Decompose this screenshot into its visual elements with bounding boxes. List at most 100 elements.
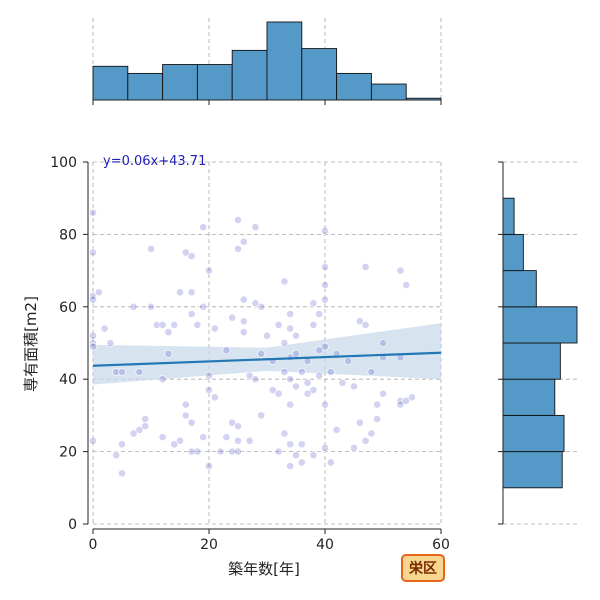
data-point <box>222 346 231 355</box>
data-point <box>164 349 173 358</box>
data-point <box>176 436 184 445</box>
data-point <box>321 444 329 452</box>
x-axis-label: 築年数[年] <box>228 560 300 578</box>
data-point <box>321 281 329 289</box>
data-point <box>187 288 196 297</box>
trend-line <box>92 351 442 367</box>
data-point <box>187 447 196 456</box>
top-hist-bar <box>196 64 233 101</box>
data-point <box>379 339 387 347</box>
data-point <box>187 252 196 261</box>
data-point <box>344 357 353 365</box>
data-point <box>112 451 121 460</box>
data-point <box>234 447 242 456</box>
confidence-band-area <box>93 323 441 385</box>
data-point <box>187 418 196 427</box>
data-point <box>286 400 295 409</box>
data-point <box>309 386 318 394</box>
data-point <box>309 299 318 308</box>
data-point <box>181 411 190 420</box>
data-point <box>303 378 312 387</box>
data-point <box>181 400 190 409</box>
data-point <box>199 223 208 232</box>
right-hist-bar <box>502 342 561 380</box>
data-point <box>205 462 213 470</box>
data-point <box>379 389 387 398</box>
data-point <box>297 458 306 467</box>
right-hist-bar <box>502 451 563 489</box>
data-point <box>361 436 370 445</box>
x-tick-label: 0 <box>89 537 98 553</box>
data-point <box>239 295 248 304</box>
data-point <box>251 223 260 232</box>
data-point <box>286 375 295 384</box>
x-tick-label: 40 <box>316 537 334 553</box>
data-point <box>239 328 248 337</box>
data-point <box>205 266 213 275</box>
y-tick-label: 40 <box>59 372 77 388</box>
data-point <box>234 436 242 445</box>
y-tick-label: 20 <box>59 445 77 461</box>
right-hist-bar <box>502 233 524 272</box>
data-point <box>205 386 213 394</box>
data-point <box>222 433 231 442</box>
data-point <box>373 415 382 423</box>
data-point <box>147 302 155 311</box>
data-point <box>158 433 167 442</box>
data-point <box>164 328 173 337</box>
top-hist-bar <box>336 72 372 101</box>
scatter-points <box>89 208 416 478</box>
data-point <box>361 263 370 271</box>
confidence-band <box>93 323 441 385</box>
data-point <box>286 310 295 318</box>
right-hist-bar <box>502 414 565 453</box>
data-point <box>234 422 242 431</box>
data-point <box>338 378 347 387</box>
right-marginal-histogram <box>498 161 578 525</box>
data-point <box>234 216 242 224</box>
x-tick-label: 60 <box>432 537 450 553</box>
top-hist-bar <box>162 64 198 101</box>
data-point <box>280 277 289 286</box>
data-point <box>89 342 97 351</box>
top-marginal-histogram <box>92 18 442 105</box>
data-point <box>210 393 219 402</box>
data-point <box>239 237 248 246</box>
right-hist-bar <box>502 306 578 344</box>
y-tick-label: 0 <box>68 517 77 533</box>
data-point <box>402 397 411 405</box>
data-point <box>245 436 254 445</box>
data-point <box>280 368 289 376</box>
district-badge-label: 栄区 <box>408 560 437 577</box>
data-point <box>292 349 300 358</box>
data-point <box>280 429 289 438</box>
data-point <box>373 400 382 409</box>
data-point <box>118 440 126 449</box>
data-point <box>106 339 115 347</box>
y-tick-label: 100 <box>50 155 77 171</box>
trend-line-group <box>92 351 442 367</box>
data-point <box>321 342 329 351</box>
data-point <box>228 447 237 456</box>
data-point <box>257 411 266 420</box>
data-point <box>234 244 242 253</box>
data-point <box>326 368 335 376</box>
data-point <box>129 429 138 438</box>
data-point <box>94 288 103 297</box>
y-axis-label: 専有面積[m2] <box>22 296 40 392</box>
district-badge: 栄区 <box>401 554 445 582</box>
top-hist-bar <box>92 65 129 101</box>
data-point <box>158 375 167 384</box>
data-point <box>321 295 329 304</box>
data-point <box>251 375 260 384</box>
y-tick-label: 80 <box>59 227 77 243</box>
data-point <box>193 447 202 456</box>
data-point <box>321 226 329 235</box>
data-point <box>350 382 358 391</box>
data-point <box>239 317 248 326</box>
data-point <box>315 346 324 355</box>
data-point <box>321 400 329 409</box>
data-point <box>280 339 289 347</box>
x-tick-label: 20 <box>200 537 218 553</box>
